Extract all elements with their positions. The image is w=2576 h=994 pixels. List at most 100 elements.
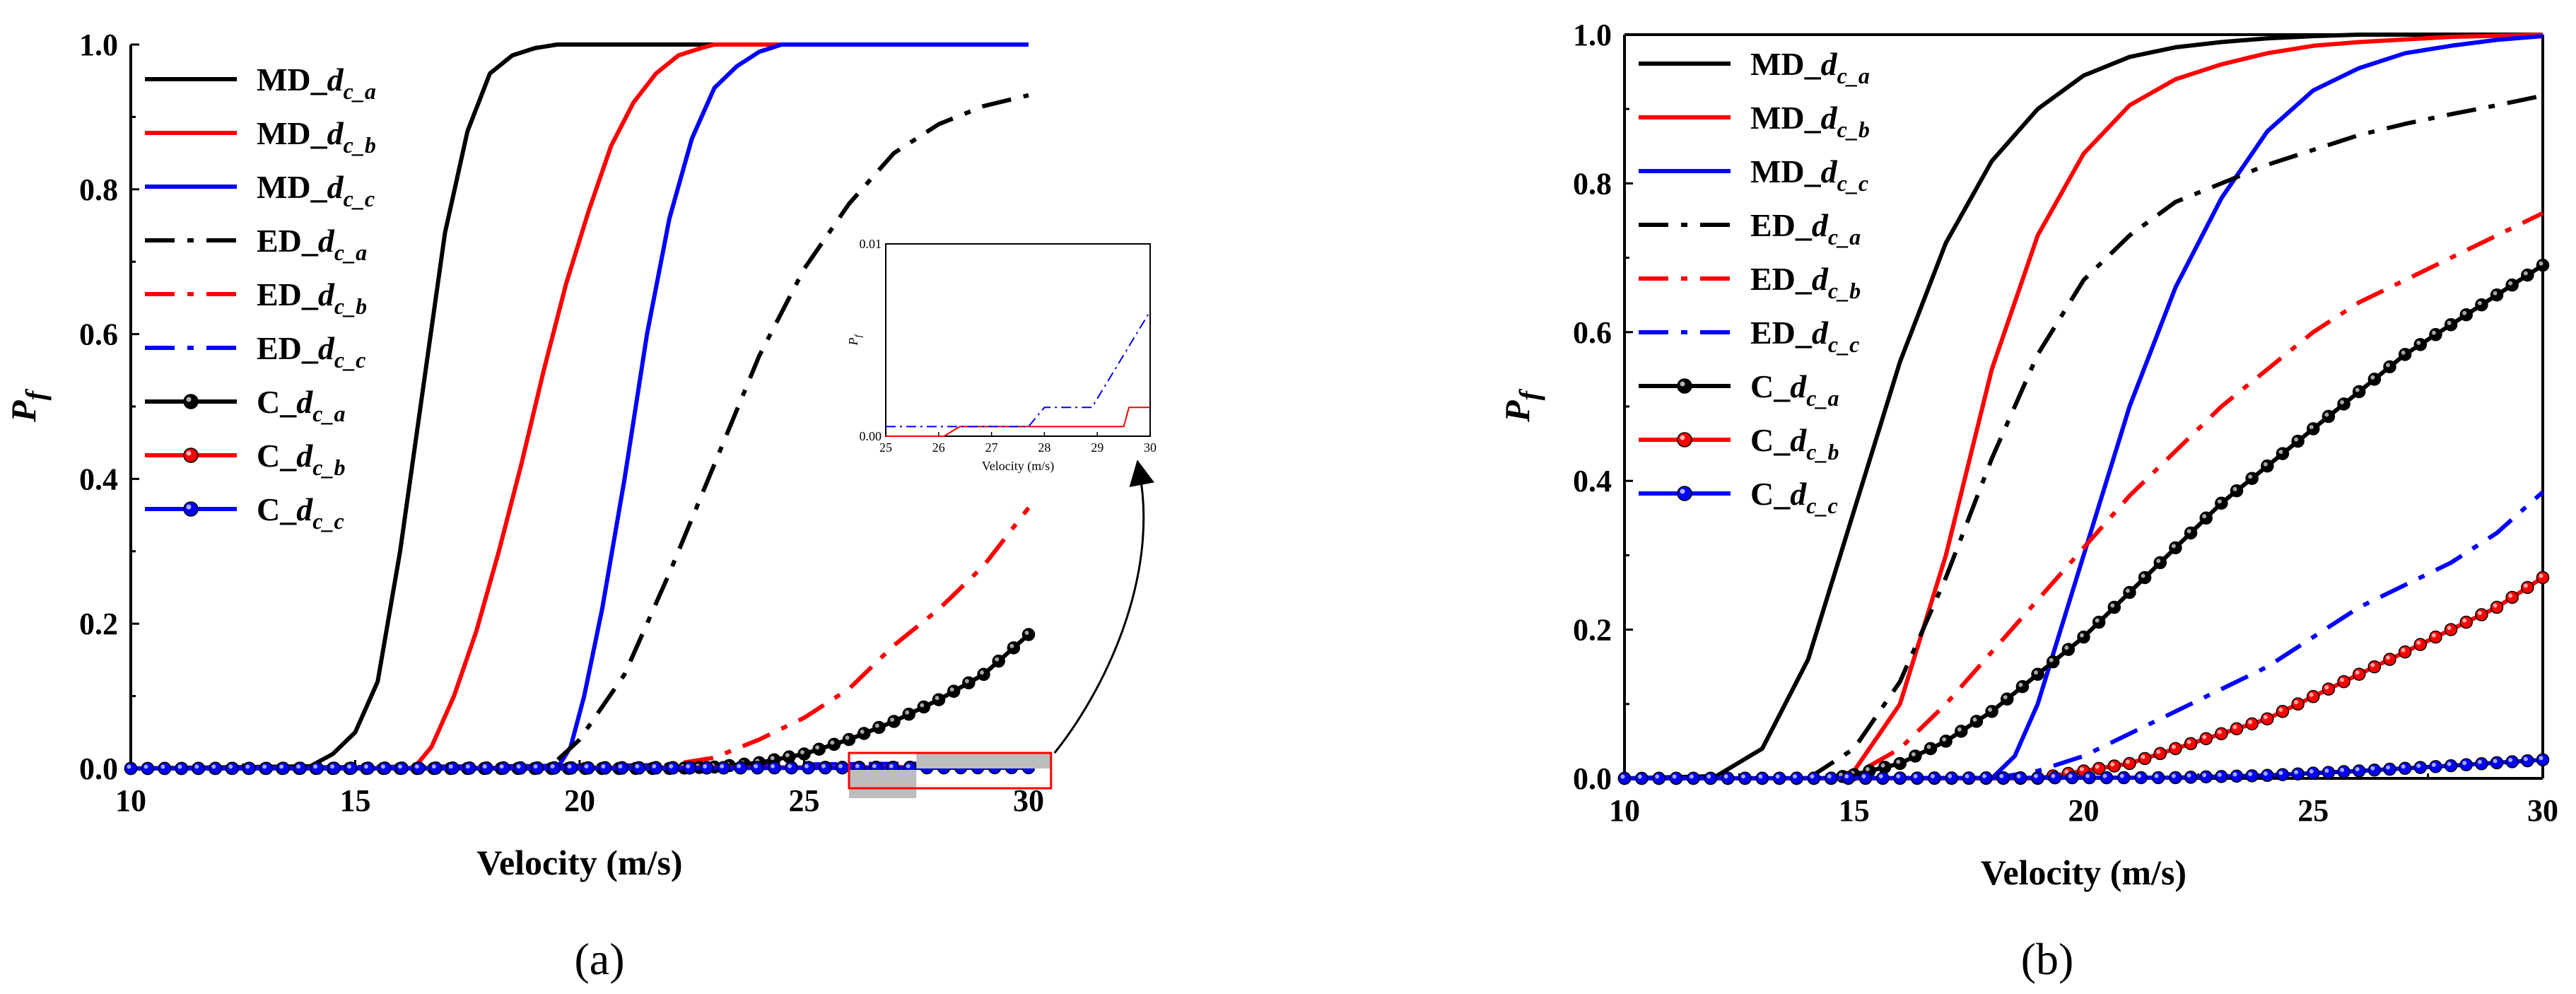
data-point-highlight — [2137, 773, 2142, 778]
data-point-highlight — [2386, 765, 2390, 770]
data-point-C_dc_a — [783, 750, 796, 764]
data-point-C_dc_c — [2215, 770, 2228, 783]
legend-label-sub: c_b — [1837, 117, 1870, 142]
legend-label-main: ED_ — [1750, 207, 1813, 243]
series-line-MD_dc_a — [130, 42, 1029, 771]
data-point-highlight — [2416, 764, 2421, 768]
data-point-highlight — [533, 764, 538, 769]
data-point-highlight — [2294, 700, 2299, 705]
data-point-highlight — [2324, 412, 2329, 417]
legend-label-sub: c_b — [1806, 439, 1839, 464]
data-point-C_dc_a — [2077, 630, 2090, 644]
data-point-C_dc_c — [462, 761, 476, 775]
data-point-highlight — [737, 764, 742, 768]
data-point-C_dc_c — [175, 761, 189, 776]
legend-label-C_dc_c: C_dc_c — [1750, 476, 1838, 518]
legend-label-sub: c_b — [334, 293, 367, 319]
data-point-C_dc_c — [2083, 771, 2096, 785]
data-point-highlight — [465, 764, 470, 769]
legend-label-main: MD_ — [257, 62, 328, 98]
data-point-C_dc_b — [2291, 697, 2305, 711]
data-point-C_dc_c — [598, 761, 612, 775]
data-point-highlight — [770, 756, 775, 761]
data-point-C_dc_a — [2169, 541, 2182, 555]
data-point-C_dc_a — [2475, 298, 2488, 312]
data-point-C_dc_c — [1945, 771, 1959, 785]
legend-item-ED_dc_a: ED_dc_a — [145, 223, 367, 265]
data-point-highlight — [1999, 773, 2004, 778]
data-point-highlight — [1926, 744, 1931, 749]
data-point-C_dc_a — [2413, 338, 2428, 351]
data-point-highlight — [2447, 761, 2452, 766]
data-point-C_dc_c — [2117, 771, 2131, 785]
data-point-highlight — [2217, 730, 2222, 735]
data-point-highlight — [800, 750, 804, 755]
series-line-ED_dc_c — [1624, 490, 2544, 780]
data-point-C_dc_c — [785, 761, 798, 775]
legend-item-MD_dc_b: MD_dc_b — [1639, 100, 1870, 142]
data-point-highlight — [2294, 770, 2299, 775]
data-point-C_dc_c — [226, 761, 240, 776]
data-point-highlight — [550, 764, 555, 769]
data-point-highlight — [2462, 310, 2467, 315]
data-point-C_dc_b — [2383, 653, 2396, 666]
data-point-C_dc_c — [632, 761, 646, 775]
data-point-C_dc_a — [1955, 725, 1968, 738]
data-point-highlight — [686, 764, 691, 768]
data-point-C_dc_c — [2459, 758, 2473, 771]
data-point-highlight — [431, 764, 436, 769]
data-point-C_dc_c — [2230, 769, 2244, 783]
data-point-highlight — [414, 764, 419, 769]
data-point-highlight — [2523, 271, 2528, 276]
data-point-C_dc_b — [2429, 630, 2442, 644]
data-point-C_dc_c — [446, 761, 459, 775]
data-point-highlight — [860, 730, 865, 735]
data-point-C_dc_a — [2383, 360, 2396, 374]
data-point-highlight — [2523, 756, 2528, 761]
legend-marker-highlight — [1680, 435, 1685, 440]
data-point-C_dc_a — [962, 676, 976, 690]
inset-x-axis-title: Velocity (m/s) — [982, 459, 1054, 474]
legend-label-sub: c_a — [344, 78, 376, 104]
data-point-C_dc_a — [872, 720, 886, 735]
data-point-C_dc_c — [751, 761, 764, 775]
data-point-C_dc_c — [496, 761, 510, 775]
legend-marker-highlight — [186, 504, 192, 510]
data-point-C_dc_b — [2475, 608, 2488, 621]
data-point-highlight — [2095, 764, 2100, 769]
legend-label-C_dc_a: C_dc_a — [1750, 368, 1839, 411]
inset-x-tick-label: 28 — [1038, 440, 1050, 455]
legend-label-d: d — [1821, 153, 1838, 189]
data-point-highlight — [2171, 544, 2176, 549]
legend-label-main: C_ — [1750, 368, 1791, 404]
data-point-C_dc_a — [2215, 496, 2228, 510]
data-point-highlight — [194, 764, 199, 769]
data-point-C_dc_c — [1755, 771, 1769, 785]
legend-marker-highlight — [186, 397, 192, 402]
data-point-highlight — [771, 764, 775, 768]
data-point-C_dc_a — [887, 715, 901, 728]
legend-label-sub: c_b — [344, 132, 376, 158]
data-point-highlight — [2370, 662, 2375, 667]
data-point-C_dc_c — [2013, 771, 2027, 785]
data-point-highlight — [1865, 766, 1870, 771]
data-point-highlight — [397, 764, 402, 769]
data-point-highlight — [567, 764, 572, 768]
data-point-C_dc_c — [564, 761, 578, 775]
data-point-C_dc_c — [2367, 764, 2382, 777]
data-point-C_dc_a — [2322, 409, 2336, 423]
data-point-C_dc_c — [1721, 771, 1735, 785]
legend-label-d: d — [296, 438, 313, 474]
data-point-C_dc_a — [2046, 655, 2060, 669]
legend-label-sub: c_b — [1828, 278, 1861, 303]
data-point-C_dc_c — [2245, 769, 2259, 783]
data-point-highlight — [2355, 670, 2360, 675]
data-point-C_dc_c — [1790, 771, 1803, 785]
data-point-highlight — [228, 764, 233, 769]
inset-chart: 25 26 27 28 29 30 0.00 0.01 Velocity (m/s) Pf — [846, 237, 1157, 474]
data-point-C_dc_c — [2184, 771, 2198, 784]
data-point-C_dc_a — [2107, 600, 2121, 614]
data-point-C_dc_a — [2015, 680, 2030, 694]
data-point-C_dc_c — [666, 761, 680, 775]
data-point-highlight — [211, 764, 216, 769]
